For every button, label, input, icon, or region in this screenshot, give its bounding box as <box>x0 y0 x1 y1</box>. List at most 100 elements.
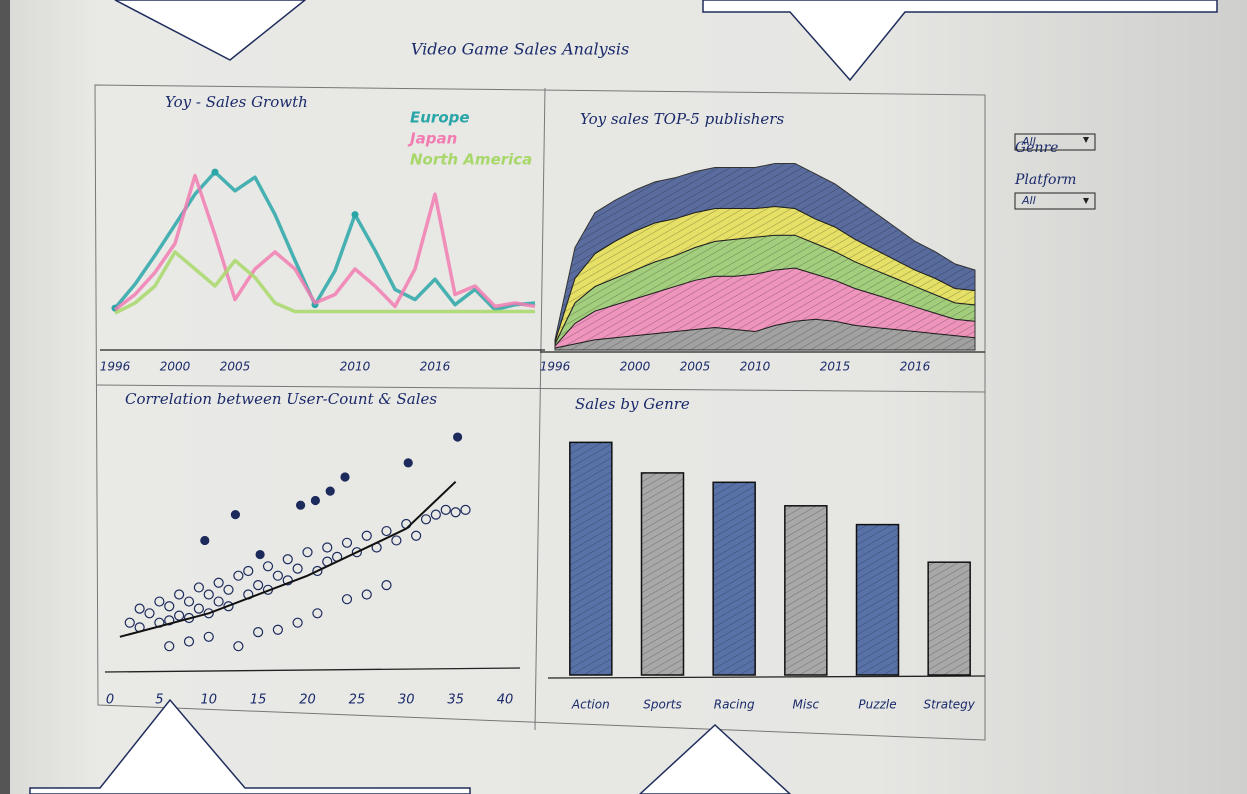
chart-title: Yoy - Sales Growth <box>165 93 308 111</box>
bar-hatch <box>569 442 612 675</box>
point <box>253 626 264 638</box>
filters: Genre All Platform All <box>1014 133 1096 210</box>
filter-label: Genre <box>1015 140 1058 156</box>
point <box>243 565 254 577</box>
point <box>322 542 333 553</box>
point <box>233 570 244 581</box>
area-hatch <box>555 206 975 344</box>
point <box>213 596 224 607</box>
point <box>193 603 204 614</box>
point <box>420 514 432 525</box>
bar-hatch <box>713 482 756 675</box>
x-tick-label: Sports <box>643 698 681 712</box>
filter-label: Platform <box>1014 172 1076 188</box>
point <box>391 535 402 546</box>
point <box>302 547 313 558</box>
dropdown-value[interactable]: All <box>1021 194 1036 207</box>
point <box>174 589 185 600</box>
point <box>361 589 372 600</box>
dropdown[interactable] <box>1014 133 1096 151</box>
point <box>193 582 204 593</box>
legend-entry: North America <box>410 151 532 169</box>
point <box>213 577 224 588</box>
x-tick-label: 2005 <box>220 360 251 374</box>
point <box>200 535 210 546</box>
point <box>183 636 195 647</box>
point <box>253 579 264 591</box>
area-hatch <box>555 163 975 342</box>
x-tick-label: 20 <box>299 693 316 708</box>
point <box>351 211 359 219</box>
point <box>203 631 214 642</box>
dropdown[interactable] <box>1014 192 1096 210</box>
area-hatch <box>555 319 975 350</box>
x-tick-label: 2010 <box>340 360 371 374</box>
x-tick-label: 40 <box>497 693 514 708</box>
point <box>154 596 165 607</box>
x-tick-label: 10 <box>200 693 217 708</box>
legend-entry: Europe <box>410 109 470 127</box>
point <box>381 525 392 537</box>
point <box>325 486 335 496</box>
dropdown-arrow <box>1083 198 1089 204</box>
point <box>312 608 323 619</box>
point <box>223 601 234 612</box>
point <box>183 596 195 607</box>
point <box>292 563 303 574</box>
point <box>340 472 350 482</box>
point <box>262 561 274 572</box>
axis-lines <box>100 349 986 679</box>
x-tick-label: 1996 <box>540 360 571 374</box>
point <box>361 530 372 541</box>
area-hatch <box>555 235 975 346</box>
series-line <box>113 173 536 312</box>
point <box>164 601 175 612</box>
point <box>124 617 135 628</box>
point <box>312 565 323 577</box>
x-tick-label: Misc <box>793 698 820 712</box>
x-tick-label: 2015 <box>820 360 851 374</box>
x-tick-label: 2000 <box>620 360 651 374</box>
bar-hatch <box>784 505 827 675</box>
x-tick-label: 25 <box>349 693 366 708</box>
point <box>403 458 413 468</box>
chart-title: Correlation between User-Count & Sales <box>125 390 437 408</box>
legend-entry: Japan <box>407 130 457 148</box>
point <box>292 617 303 628</box>
x-tick-label: Puzzle <box>858 698 896 712</box>
point <box>310 495 320 506</box>
point <box>440 504 451 515</box>
chart-title: Sales by Genre <box>575 395 690 413</box>
x-tick-label: 1996 <box>100 360 131 374</box>
point <box>282 554 293 565</box>
dropdown-arrow <box>1083 137 1089 143</box>
x-tick-label: 30 <box>398 693 415 708</box>
point <box>134 603 145 614</box>
bar-hatch <box>641 472 684 675</box>
point <box>341 594 353 605</box>
point <box>381 579 392 591</box>
point <box>233 641 244 652</box>
point <box>272 570 283 581</box>
x-tick-label: Strategy <box>923 698 975 712</box>
area-hatch <box>555 268 975 348</box>
x-tick-label: 15 <box>250 693 267 708</box>
bar-hatch <box>856 524 899 675</box>
point <box>211 168 219 176</box>
x-tick-label: 2016 <box>420 360 451 374</box>
x-tick-label: 2005 <box>680 360 711 374</box>
x-tick-label: 2000 <box>160 360 191 374</box>
point <box>164 641 175 652</box>
x-tick-label: Racing <box>714 698 755 712</box>
photo-edge <box>0 0 10 794</box>
point <box>295 500 306 510</box>
point <box>460 504 471 515</box>
page-title: Video Game Sales Analysis <box>411 40 629 59</box>
series-line <box>114 250 535 315</box>
point <box>341 537 353 548</box>
dropdown-value[interactable]: All <box>1021 135 1036 148</box>
point <box>203 608 214 619</box>
